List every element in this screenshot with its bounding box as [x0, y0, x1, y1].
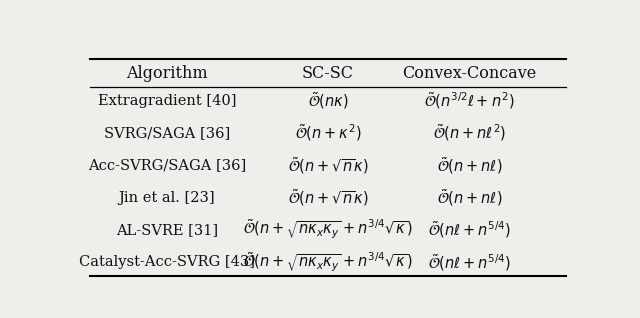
Text: $\tilde{\mathcal{O}}(n\ell + n^{5/4})$: $\tilde{\mathcal{O}}(n\ell + n^{5/4})$ [428, 252, 511, 273]
Text: $\tilde{\mathcal{O}}(n + n\ell)$: $\tilde{\mathcal{O}}(n + n\ell)$ [436, 187, 502, 208]
Text: Catalyst-Acc-SVRG [43]: Catalyst-Acc-SVRG [43] [79, 255, 255, 269]
Text: Algorithm: Algorithm [126, 65, 207, 82]
Text: $\tilde{\mathcal{O}}(n\kappa)$: $\tilde{\mathcal{O}}(n\kappa)$ [308, 90, 348, 111]
Text: AL-SVRE [31]: AL-SVRE [31] [116, 223, 218, 237]
Text: $\tilde{\mathcal{O}}(n + \sqrt{n\kappa_x\kappa_y} + n^{3/4}\sqrt{\kappa})$: $\tilde{\mathcal{O}}(n + \sqrt{n\kappa_x… [243, 251, 413, 274]
Text: $\tilde{\mathcal{O}}(n + n\ell)$: $\tilde{\mathcal{O}}(n + n\ell)$ [436, 155, 502, 176]
Text: SC-SC: SC-SC [302, 65, 354, 82]
Text: $\tilde{\mathcal{O}}(n + \kappa^2)$: $\tilde{\mathcal{O}}(n + \kappa^2)$ [295, 122, 361, 143]
Text: SVRG/SAGA [36]: SVRG/SAGA [36] [104, 126, 230, 140]
Text: Extragradient [40]: Extragradient [40] [97, 93, 236, 107]
Text: $\tilde{\mathcal{O}}(n + n\ell^2)$: $\tilde{\mathcal{O}}(n + n\ell^2)$ [433, 122, 506, 143]
Text: $\tilde{\mathcal{O}}(n\ell + n^{5/4})$: $\tilde{\mathcal{O}}(n\ell + n^{5/4})$ [428, 219, 511, 240]
Text: Convex-Concave: Convex-Concave [402, 65, 536, 82]
Text: $\tilde{\mathcal{O}}(n^{3/2}\ell + n^2)$: $\tilde{\mathcal{O}}(n^{3/2}\ell + n^2)$ [424, 90, 515, 111]
Text: Acc-SVRG/SAGA [36]: Acc-SVRG/SAGA [36] [88, 158, 246, 172]
Text: $\tilde{\mathcal{O}}(n + \sqrt{n\kappa_x\kappa_y} + n^{3/4}\sqrt{\kappa})$: $\tilde{\mathcal{O}}(n + \sqrt{n\kappa_x… [243, 218, 413, 241]
Text: $\tilde{\mathcal{O}}(n + \sqrt{n}\kappa)$: $\tilde{\mathcal{O}}(n + \sqrt{n}\kappa)… [287, 155, 369, 176]
Text: Jin et al. [23]: Jin et al. [23] [118, 190, 215, 204]
Text: $\tilde{\mathcal{O}}(n + \sqrt{n}\kappa)$: $\tilde{\mathcal{O}}(n + \sqrt{n}\kappa)… [287, 187, 369, 208]
